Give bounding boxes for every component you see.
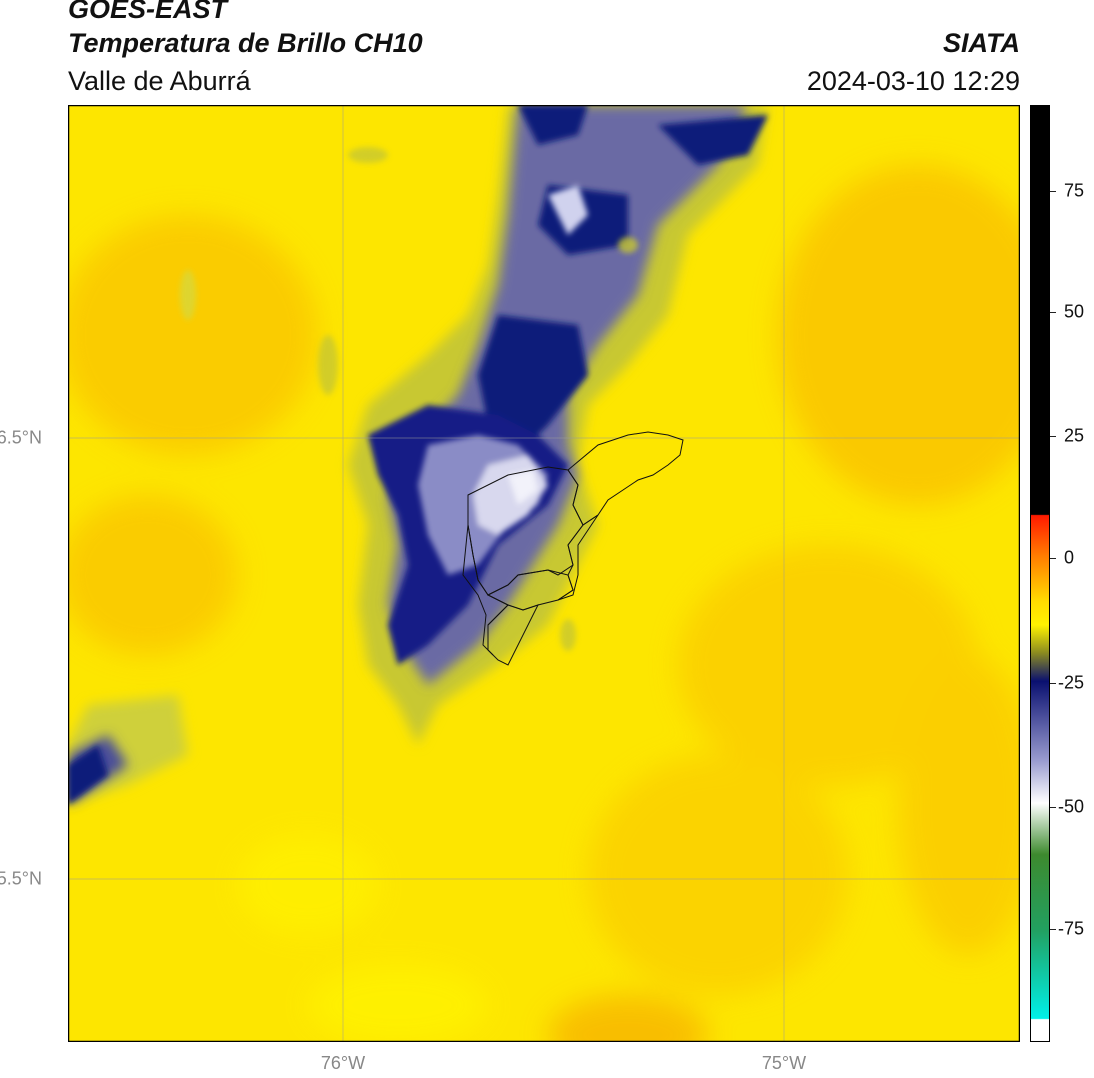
title-satellite: GOES-EAST bbox=[68, 0, 228, 24]
colorbar-tick bbox=[1050, 929, 1056, 930]
colorbar-gradient bbox=[1030, 105, 1050, 1042]
colorbar-label-minus75: -75 bbox=[1058, 918, 1085, 939]
colorbar-label-50: 50 bbox=[1064, 301, 1085, 322]
municipality-boundaries bbox=[462, 431, 684, 666]
subtitle-region: Valle de Aburrá bbox=[68, 66, 251, 96]
colorbar-label-minus50: -50 bbox=[1058, 796, 1085, 817]
lat-label-6-5: 6.5°N bbox=[0, 427, 42, 448]
colorbar-tick bbox=[1050, 191, 1056, 192]
colorbar-label-0: 0 bbox=[1064, 547, 1075, 568]
lat-label-5-5: 5.5°N bbox=[0, 868, 42, 889]
map-frame bbox=[68, 105, 1020, 1042]
datetime-label: 2024-03-10 12:29 bbox=[806, 66, 1020, 96]
gridlines bbox=[68, 105, 1020, 1042]
satellite-map[interactable] bbox=[68, 105, 1020, 1042]
org-label: SIATA bbox=[943, 28, 1020, 58]
colorbar bbox=[1030, 105, 1050, 1042]
colorbar-label-75: 75 bbox=[1064, 180, 1085, 201]
cloud-cold-top bbox=[418, 185, 588, 575]
lon-label-76w: 76°W bbox=[320, 1053, 366, 1073]
scattered-blobs bbox=[180, 147, 638, 651]
title-product: Temperatura de Brillo CH10 bbox=[68, 28, 423, 58]
warm-patches bbox=[68, 165, 1020, 1042]
colorbar-tick bbox=[1050, 683, 1056, 684]
lon-label-75w: 75°W bbox=[761, 1053, 807, 1073]
map-canvas bbox=[68, 105, 1020, 1042]
colorbar-tick bbox=[1050, 312, 1056, 313]
colorbar-label-minus25: -25 bbox=[1058, 672, 1085, 693]
colorbar-tick bbox=[1050, 436, 1056, 437]
colorbar-tick bbox=[1050, 558, 1056, 559]
colorbar-tick bbox=[1050, 807, 1056, 808]
colorbar-label-25: 25 bbox=[1064, 425, 1085, 446]
